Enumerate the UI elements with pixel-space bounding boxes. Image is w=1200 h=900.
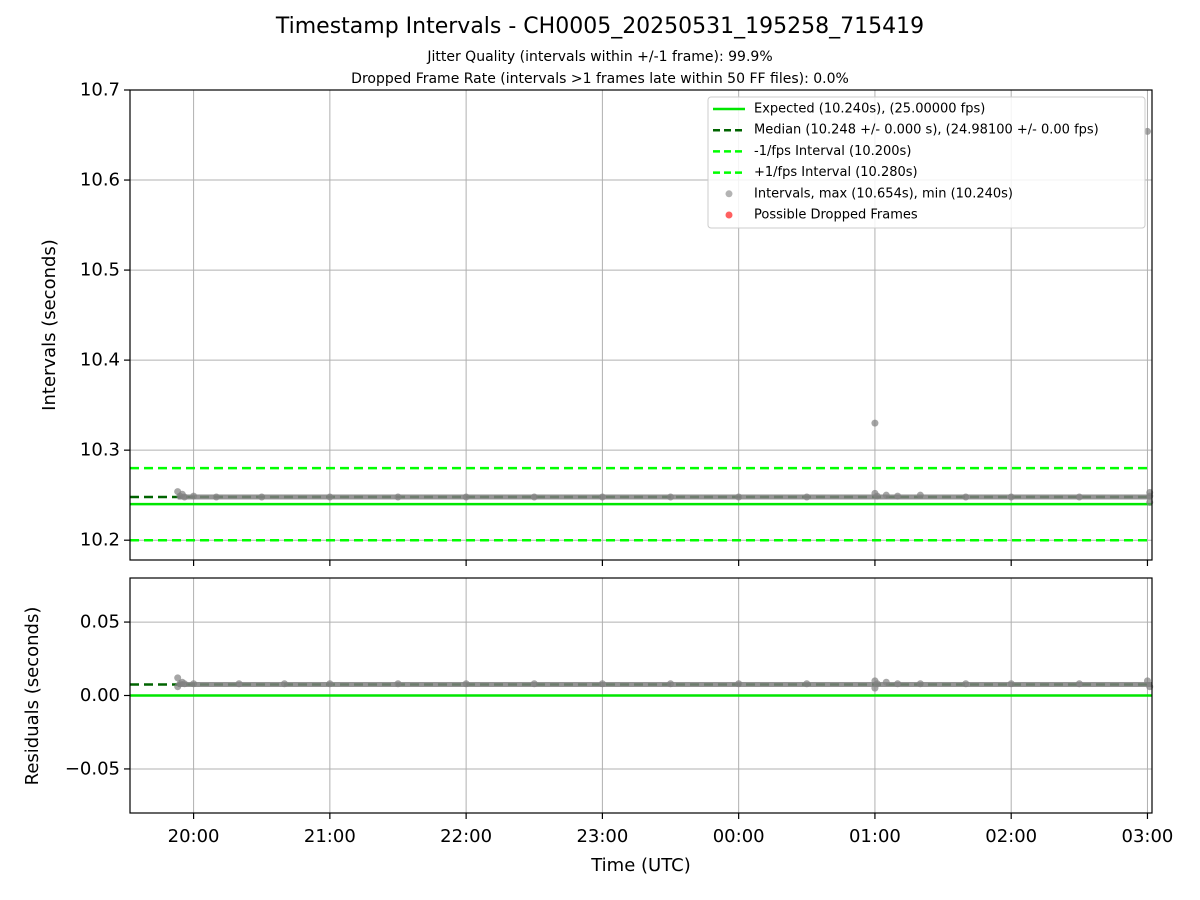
top-point-13 bbox=[735, 493, 743, 501]
bot-points-band bbox=[177, 681, 1152, 687]
bottom-panel-residual-points bbox=[174, 674, 1154, 692]
top-ytick-label-3: 10.5 bbox=[80, 260, 120, 281]
legend-label-4: Intervals, max (10.654s), min (10.240s) bbox=[754, 186, 1013, 201]
bot-point-9 bbox=[394, 680, 402, 688]
top-point-19 bbox=[894, 492, 902, 500]
legend-label-2: -1/fps Interval (10.200s) bbox=[754, 144, 911, 159]
bot-point-20 bbox=[894, 680, 902, 688]
legend: Expected (10.240s), (25.00000 fps) Median… bbox=[707, 96, 1146, 229]
bot-xtick-label-2: 22:00 bbox=[440, 826, 492, 847]
bot-point-24 bbox=[1075, 680, 1083, 688]
bot-xtick-label-4: 00:00 bbox=[713, 826, 765, 847]
bot-point-22 bbox=[962, 680, 970, 688]
bot-point-25 bbox=[1143, 677, 1151, 685]
bot-point-19 bbox=[882, 678, 890, 686]
top-point-7 bbox=[326, 493, 334, 501]
top-point-5 bbox=[212, 493, 220, 501]
bot-point-18 bbox=[873, 680, 881, 688]
bot-ytick-label-1: 0.00 bbox=[80, 685, 120, 706]
top-point-21 bbox=[962, 493, 970, 501]
top-point-10 bbox=[530, 493, 538, 501]
top-ytick-label-2: 10.4 bbox=[80, 350, 120, 371]
bot-point-14 bbox=[735, 680, 743, 688]
bot-point-6 bbox=[235, 680, 243, 688]
legend-label-1: Median (10.248 +/- 0.000 s), (24.98100 +… bbox=[754, 123, 1099, 138]
top-ytick-label-5: 10.7 bbox=[80, 80, 120, 101]
bot-point-13 bbox=[667, 680, 675, 688]
top-point-18 bbox=[882, 491, 890, 499]
top-panel-y-ticks: 10.2 10.3 10.4 10.5 10.6 10.7 bbox=[80, 80, 130, 551]
chart-title: Timestamp Intervals - CH0005_20250531_19… bbox=[275, 14, 925, 39]
bot-point-15 bbox=[803, 680, 811, 688]
bot-point-21 bbox=[916, 680, 924, 688]
top-point-20 bbox=[916, 491, 924, 499]
top-panel-ylabel: Intervals (seconds) bbox=[39, 239, 60, 411]
top-point-12 bbox=[667, 493, 675, 501]
bot-point-11 bbox=[530, 680, 538, 688]
bot-xtick-label-5: 01:00 bbox=[849, 826, 901, 847]
top-point-22 bbox=[1007, 493, 1015, 501]
legend-label-3: +1/fps Interval (10.280s) bbox=[754, 165, 918, 180]
top-point-9 bbox=[462, 493, 470, 501]
bot-xtick-label-3: 23:00 bbox=[576, 826, 628, 847]
top-point-6 bbox=[258, 493, 266, 501]
bot-point-12 bbox=[598, 680, 606, 688]
top-points-band bbox=[177, 494, 1152, 500]
top-point-24 bbox=[1143, 127, 1151, 135]
bottom-panel-y-ticks: 0.05 0.00 −0.05 bbox=[65, 612, 130, 779]
bot-point-0 bbox=[174, 674, 182, 682]
bot-xtick-label-0: 20:00 bbox=[168, 826, 220, 847]
top-point-4 bbox=[190, 492, 198, 500]
legend-label-0: Expected (10.240s), (25.00000 fps) bbox=[754, 102, 985, 117]
bot-point-8 bbox=[326, 680, 334, 688]
bot-xtick-label-1: 21:00 bbox=[304, 826, 356, 847]
top-ytick-label-4: 10.6 bbox=[80, 170, 120, 191]
legend-label-5: Possible Dropped Frames bbox=[754, 208, 918, 223]
bot-xtick-label-6: 02:00 bbox=[985, 826, 1037, 847]
top-point-3 bbox=[181, 493, 189, 501]
chart-subtitle-jitter: Jitter Quality (intervals within +/-1 fr… bbox=[427, 49, 773, 65]
legend-swatch-4 bbox=[725, 190, 733, 198]
bottom-panel-xlabel: Time (UTC) bbox=[590, 855, 691, 876]
top-point-11 bbox=[598, 493, 606, 501]
top-panel-frame bbox=[129, 89, 1153, 561]
bottom-panel-x-ticks: 20:00 21:00 22:00 23:00 00:00 01:00 02:00 03:00 bbox=[168, 813, 1174, 847]
top-ytick-label-1: 10.3 bbox=[80, 440, 120, 461]
bot-ytick-label-0: 0.05 bbox=[80, 612, 120, 633]
top-point-14 bbox=[803, 493, 811, 501]
bot-point-10 bbox=[462, 680, 470, 688]
chart-subtitle-dropped: Dropped Frame Rate (intervals >1 frames … bbox=[351, 71, 849, 87]
top-point-8 bbox=[394, 493, 402, 501]
bottom-panel-ylabel: Residuals (seconds) bbox=[22, 607, 43, 786]
bot-xtick-label-7: 03:00 bbox=[1122, 826, 1174, 847]
top-point-23 bbox=[1075, 493, 1083, 501]
legend-swatch-5 bbox=[725, 211, 733, 219]
top-ytick-label-0: 10.2 bbox=[80, 530, 120, 551]
top-point-15 bbox=[871, 419, 879, 427]
bot-point-7 bbox=[280, 680, 288, 688]
legend-box bbox=[707, 96, 1146, 229]
top-panel-x-ticks bbox=[192, 560, 1149, 566]
top-point-17 bbox=[873, 492, 881, 500]
bot-point-4 bbox=[181, 680, 189, 688]
bot-point-23 bbox=[1007, 680, 1015, 688]
bot-ytick-label-2: −0.05 bbox=[65, 758, 120, 779]
bot-point-5 bbox=[190, 680, 198, 688]
top-panel-reference-lines bbox=[130, 466, 1152, 542]
